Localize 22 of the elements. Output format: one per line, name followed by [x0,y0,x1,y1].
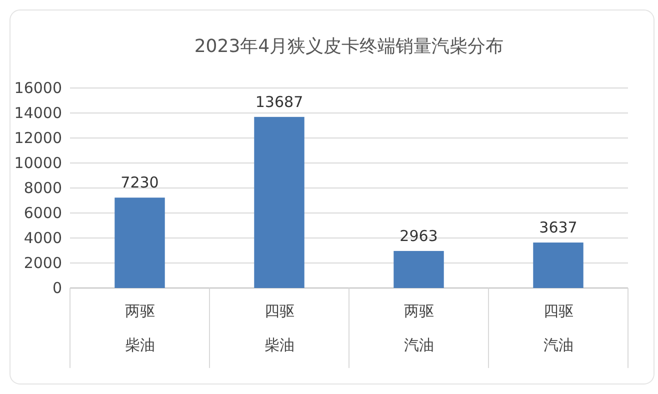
y-tick-label: 2000 [24,254,62,272]
x-tick-label: 四驱汽油 [543,302,574,354]
bar [254,116,304,288]
y-tick-label: 6000 [24,204,62,222]
data-label: 7230 [120,174,159,192]
y-tick-label: 16000 [14,79,62,97]
y-tick-label: 8000 [24,179,62,197]
bar [394,250,444,288]
y-tick-label: 14000 [14,104,62,122]
x-tick-label: 两驱柴油 [124,302,155,354]
y-tick-label: 12000 [14,129,62,147]
x-tick-label: 两驱汽油 [404,302,434,354]
data-label: 3637 [539,218,578,237]
data-label: 2963 [400,226,438,245]
x-tick-label: 四驱柴油 [264,302,294,354]
data-label: 13687 [255,92,304,111]
chart-title: 2023年4月狭义皮卡终端销量汽柴分布 [194,36,504,57]
bar [114,198,165,288]
y-tick-label: 10000 [14,154,62,172]
bar [533,242,584,288]
y-tick-label: 4000 [24,229,62,247]
y-tick-label: 0 [52,279,62,297]
